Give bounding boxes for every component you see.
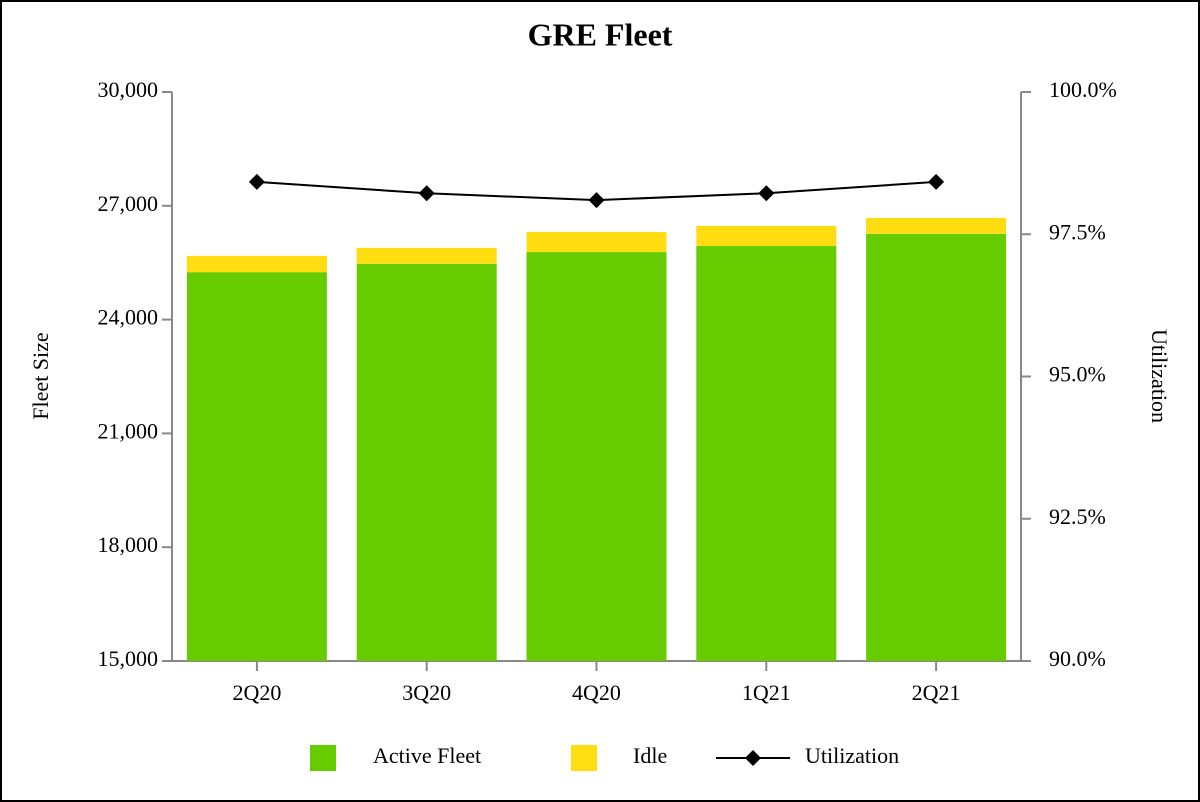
line-marker — [418, 185, 435, 202]
y2-tick-label: 100.0% — [1049, 77, 1117, 102]
y-tick-label: 18,000 — [98, 532, 159, 557]
bar — [696, 225, 837, 247]
bar — [186, 255, 327, 273]
bar — [526, 231, 667, 253]
bar — [186, 272, 327, 661]
y2-tick-label: 95.0% — [1049, 362, 1106, 387]
line-marker — [588, 192, 605, 209]
y-axis-title: Fleet Size — [28, 332, 53, 419]
y2-tick-label: 90.0% — [1049, 646, 1106, 671]
y2-axis-title: Utilization — [1147, 329, 1172, 423]
bar — [356, 263, 497, 661]
bar — [866, 217, 1007, 234]
x-tick-label: 2Q20 — [232, 680, 281, 705]
legend-label: Active Fleet — [373, 743, 481, 768]
bar — [866, 233, 1007, 661]
line-marker — [248, 173, 265, 190]
legend-swatch — [571, 745, 597, 771]
y-tick-label: 27,000 — [98, 191, 159, 216]
legend-label: Idle — [633, 743, 667, 768]
bar — [356, 247, 497, 264]
y-tick-label: 24,000 — [98, 305, 159, 330]
x-tick-label: 3Q20 — [402, 680, 451, 705]
y-tick-label: 21,000 — [98, 418, 159, 443]
bar — [526, 252, 667, 661]
x-tick-label: 2Q21 — [912, 680, 961, 705]
y2-tick-label: 97.5% — [1049, 219, 1106, 244]
legend-label: Utilization — [805, 743, 899, 768]
line-marker — [758, 185, 775, 202]
legend-marker — [745, 750, 761, 766]
line-marker — [928, 173, 945, 190]
x-tick-label: 1Q21 — [742, 680, 791, 705]
chart-title: GRE Fleet — [528, 16, 673, 52]
legend-swatch — [310, 745, 336, 771]
bar — [696, 246, 837, 661]
x-tick-label: 4Q20 — [572, 680, 621, 705]
y-tick-label: 15,000 — [98, 646, 159, 671]
y-tick-label: 30,000 — [98, 77, 159, 102]
y2-tick-label: 92.5% — [1049, 504, 1106, 529]
